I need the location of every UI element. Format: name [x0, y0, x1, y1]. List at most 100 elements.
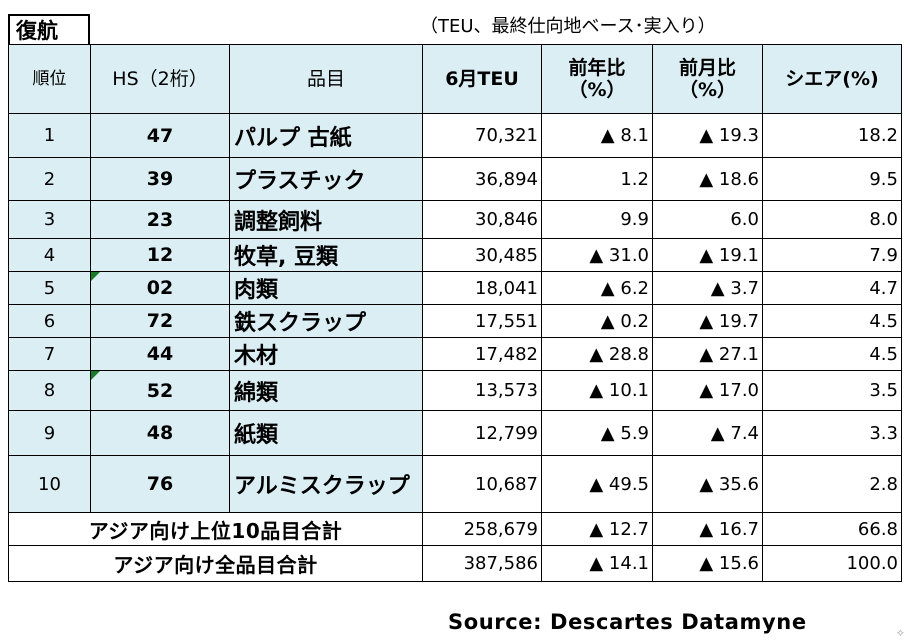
item-cell: 肉類	[229, 271, 423, 305]
table-row: 2 39 プラスチック 36,894 1.2 ▲ 18.6 9.5	[8, 157, 902, 201]
header-row: 順位 HS（2桁） 品目 6月TEU 前年比（%） 前月比（%） シエア(%)	[8, 44, 902, 114]
item-cell: 紙類	[229, 410, 423, 456]
rank-cell: 9	[8, 410, 91, 456]
yoy-cell-text: 9.9	[620, 209, 649, 230]
share-cell: 3.5	[762, 370, 902, 411]
total-mom-cell: ▲ 16.7	[652, 512, 763, 546]
table-row: 3 23 調整飼料 30,846 9.9 6.0 8.0	[8, 200, 902, 239]
mom-cell-text: ▲ 3.7	[710, 277, 759, 299]
source-credit: Source: Descartes Datamyne	[448, 610, 807, 634]
item-cell-text: パルプ 古紙	[234, 125, 352, 151]
cargo-ranking-table: 順位 HS（2桁） 品目 6月TEU 前年比（%） 前月比（%） シエア(%) …	[8, 44, 902, 582]
header-item: 品目	[229, 44, 423, 114]
total-row: アジア向け全品目合計 387,586 ▲ 14.1 ▲ 15.6 100.0	[8, 545, 902, 582]
mom-cell-text: ▲ 27.1	[699, 343, 759, 365]
header-share: シエア(%)	[762, 44, 902, 114]
share-cell: 7.9	[762, 238, 902, 272]
total-share-cell: 100.0	[762, 545, 902, 582]
mom-cell-text: ▲ 35.6	[699, 473, 759, 495]
mom-cell: ▲ 19.3	[652, 113, 763, 158]
item-cell-text: 調整飼料	[234, 209, 323, 235]
teu-cell-text: 30,846	[475, 209, 538, 230]
rank-cell-text: 5	[43, 277, 56, 299]
item-cell: 木材	[229, 337, 423, 371]
teu-cell: 10,687	[422, 455, 542, 513]
table-row: 1 47 パルプ 古紙 70,321 ▲ 8.1 ▲ 19.3 18.2	[8, 113, 902, 158]
yoy-cell-text: ▲ 10.1	[589, 380, 649, 401]
hs-cell: 76	[90, 455, 230, 513]
rank-cell-text: 6	[43, 310, 56, 332]
mom-cell-text: ▲ 18.6	[699, 168, 759, 190]
item-cell-text: 牧草, 豆類	[234, 245, 339, 270]
item-cell-text: 肉類	[234, 278, 279, 303]
teu-cell-text: 17,482	[475, 343, 538, 365]
hs-cell-text: 39	[146, 168, 174, 190]
unit-note: （TEU、最終仕向地ベース･実入り）	[420, 16, 716, 37]
mom-cell: ▲ 18.6	[652, 157, 763, 201]
mom-cell-text: ▲ 19.7	[699, 310, 759, 332]
share-cell: 3.3	[762, 410, 902, 456]
teu-cell-text: 70,321	[475, 125, 538, 146]
rank-cell-text: 7	[43, 343, 56, 365]
item-cell-text: プラスチック	[234, 169, 366, 194]
item-cell: アルミスクラップ	[229, 455, 423, 513]
hs-cell: 12	[90, 238, 230, 272]
total-teu-cell: 387,586	[422, 545, 542, 582]
hs-cell-text: 02	[146, 277, 174, 299]
rank-cell: 6	[8, 304, 91, 338]
table-row: 8 52 綿類 13,573 ▲ 10.1 ▲ 17.0 3.5	[8, 370, 902, 411]
hs-cell-text: 12	[146, 244, 174, 266]
rank-cell-text: 4	[43, 244, 56, 266]
header-mom: 前月比（%）	[652, 44, 763, 114]
table-title: 復航	[8, 14, 90, 44]
rank-cell: 10	[8, 455, 91, 513]
mom-cell: 6.0	[652, 200, 763, 239]
teu-cell: 30,485	[422, 238, 542, 272]
yoy-cell-text: ▲ 6.2	[600, 277, 649, 299]
share-cell: 8.0	[762, 200, 902, 239]
cell-marker-icon	[91, 272, 100, 281]
item-cell: パルプ 古紙	[229, 113, 423, 158]
hs-cell: 72	[90, 304, 230, 338]
hs-cell-text: 47	[146, 124, 174, 147]
teu-cell-text: 13,573	[475, 380, 538, 401]
yoy-cell-text: ▲ 31.0	[589, 244, 649, 266]
table-row: 7 44 木材 17,482 ▲ 28.8 ▲ 27.1 4.5	[8, 337, 902, 371]
yoy-cell-text: ▲ 49.5	[589, 473, 649, 495]
teu-cell: 13,573	[422, 370, 542, 411]
total-yoy-cell: ▲ 12.7	[541, 512, 653, 546]
yoy-cell: ▲ 6.2	[541, 271, 653, 305]
rank-cell-text: 1	[43, 125, 56, 146]
yoy-cell-text: 1.2	[620, 168, 649, 190]
share-cell: 9.5	[762, 157, 902, 201]
share-cell: 18.2	[762, 113, 902, 158]
hs-cell-text: 23	[146, 208, 174, 231]
total-mom-cell: ▲ 15.6	[652, 545, 763, 582]
mom-cell: ▲ 19.1	[652, 238, 763, 272]
item-cell-text: 鉄スクラップ	[234, 311, 367, 336]
yoy-cell-text: ▲ 28.8	[589, 343, 649, 365]
yoy-cell-text: ▲ 8.1	[600, 125, 649, 146]
teu-cell-text: 17,551	[475, 310, 538, 332]
mom-cell: ▲ 3.7	[652, 271, 763, 305]
hs-cell-text: 52	[146, 379, 174, 402]
rank-cell: 7	[8, 337, 91, 371]
table-row: 10 76 アルミスクラップ 10,687 ▲ 49.5 ▲ 35.6 2.8	[8, 455, 902, 513]
yoy-cell: ▲ 31.0	[541, 238, 653, 272]
hs-cell: 44	[90, 337, 230, 371]
share-cell: 4.5	[762, 304, 902, 338]
share-cell: 4.7	[762, 271, 902, 305]
yoy-cell: ▲ 5.9	[541, 410, 653, 456]
hs-cell: 48	[90, 410, 230, 456]
hs-cell: 23	[90, 200, 230, 239]
share-cell-text: 4.7	[869, 277, 898, 299]
rank-cell-text: 10	[38, 473, 61, 495]
mom-cell: ▲ 27.1	[652, 337, 763, 371]
total-teu-cell: 258,679	[422, 512, 542, 546]
table-row: 9 48 紙類 12,799 ▲ 5.9 ▲ 7.4 3.3	[8, 410, 902, 456]
yoy-cell: 1.2	[541, 157, 653, 201]
item-cell: 牧草, 豆類	[229, 238, 423, 272]
table-row: 5 02 肉類 18,041 ▲ 6.2 ▲ 3.7 4.7	[8, 271, 902, 305]
rank-cell: 1	[8, 113, 91, 158]
share-cell-text: 9.5	[869, 168, 898, 190]
